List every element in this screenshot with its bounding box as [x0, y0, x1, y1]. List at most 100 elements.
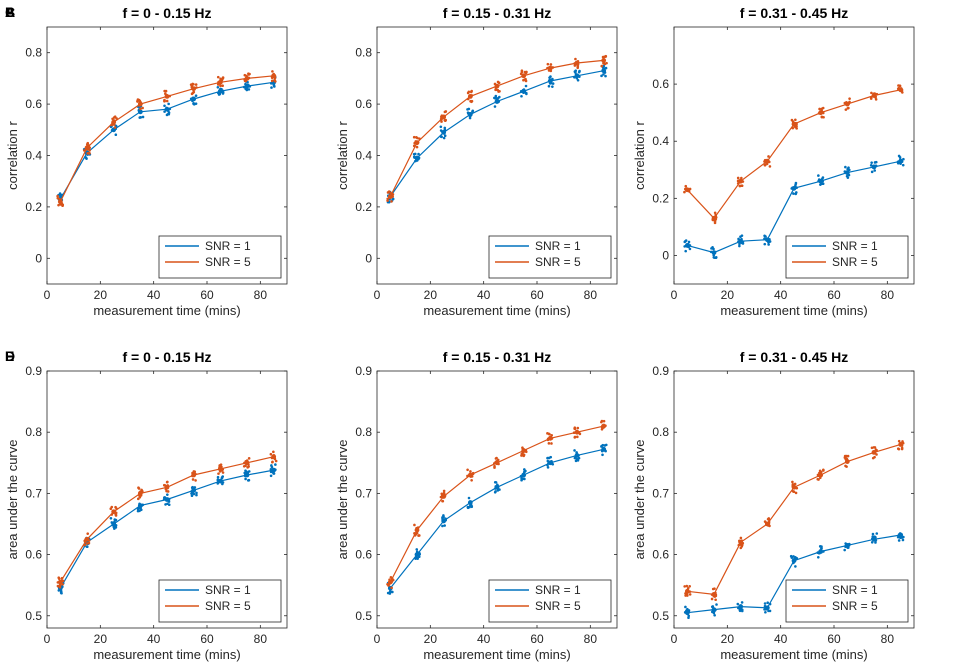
scatter-point — [247, 465, 250, 468]
data-point — [574, 429, 580, 435]
scatter-point — [845, 465, 848, 468]
scatter-point — [468, 505, 471, 509]
scatter-point — [113, 126, 117, 129]
scatter-point — [715, 603, 718, 606]
scatter-point — [817, 478, 820, 481]
series-line — [389, 448, 604, 589]
legend-label: SNR = 1 — [832, 239, 878, 253]
scatter-point — [247, 88, 251, 91]
x-tick-label: 20 — [721, 632, 735, 646]
scatter-point — [794, 491, 798, 495]
data-point — [764, 521, 770, 527]
scatter-point — [869, 97, 873, 100]
scatter-point — [194, 479, 197, 482]
scatter-point — [900, 446, 904, 450]
scatter-point — [574, 459, 578, 463]
scatter-point — [217, 472, 220, 475]
scatter-point — [739, 608, 742, 612]
data-point — [791, 185, 797, 191]
scatter-point — [763, 602, 767, 605]
data-point — [574, 453, 580, 458]
data-point — [164, 497, 170, 502]
x-tick-label: 0 — [44, 632, 51, 646]
scatter-point — [847, 168, 851, 172]
scatter-point — [573, 427, 577, 431]
x-tick-label: 0 — [671, 288, 678, 302]
data-point — [244, 460, 250, 466]
data-point — [844, 542, 850, 548]
x-tick-label: 0 — [374, 632, 381, 646]
scatter-point — [56, 584, 60, 588]
series-line — [686, 89, 901, 220]
scatter-point — [822, 469, 825, 472]
y-axis-label: correlation r — [632, 121, 647, 190]
x-tick-label: 40 — [147, 288, 161, 302]
series-snr-5 — [386, 419, 607, 590]
scatter-point — [602, 73, 605, 76]
scatter-point — [114, 526, 118, 529]
legend-label: SNR = 1 — [832, 583, 878, 597]
data-point — [601, 68, 607, 74]
legend-label: SNR = 1 — [535, 583, 581, 597]
scatter-point — [192, 102, 196, 106]
scatter-point — [493, 464, 496, 468]
scatter-point — [221, 76, 225, 79]
scatter-point — [192, 90, 196, 94]
scatter-point — [688, 593, 692, 596]
scatter-point — [247, 457, 251, 460]
scatter-point — [164, 503, 167, 506]
scatter-point — [710, 605, 714, 609]
scatter-point — [898, 84, 902, 87]
legend-label: SNR = 5 — [205, 255, 251, 269]
scatter-point — [190, 494, 194, 497]
data-point — [244, 76, 250, 81]
x-tick-label: 20 — [424, 288, 438, 302]
y-tick-label: 0.6 — [25, 97, 42, 111]
y-axis-label: area under the curve — [632, 440, 647, 560]
data-point — [684, 187, 690, 193]
scatter-point — [603, 444, 607, 447]
scatter-point — [763, 234, 766, 238]
x-tick-label: 60 — [200, 288, 214, 302]
scatter-point — [688, 584, 691, 588]
data-point — [738, 238, 744, 244]
x-tick-label: 80 — [584, 632, 598, 646]
scatter-point — [820, 115, 824, 119]
x-tick-label: 40 — [147, 632, 161, 646]
scatter-point — [221, 482, 224, 486]
scatter-point — [468, 116, 472, 120]
scatter-point — [270, 79, 274, 83]
scatter-point — [870, 170, 874, 174]
scatter-point — [136, 497, 140, 501]
scatter-point — [272, 472, 276, 475]
scatter-point — [141, 115, 145, 119]
scatter-point — [714, 598, 717, 602]
scatter-point — [576, 66, 580, 70]
data-point — [164, 484, 170, 490]
data-point — [791, 484, 797, 490]
scatter-point — [794, 555, 797, 559]
scatter-point — [574, 57, 577, 61]
scatter-point — [167, 102, 170, 106]
data-point — [711, 591, 717, 597]
y-tick-label: 0.2 — [25, 200, 42, 214]
scatter-point — [684, 184, 688, 188]
y-axis-label: area under the curve — [335, 440, 350, 560]
x-tick-label: 0 — [374, 288, 381, 302]
scatter-point — [221, 475, 225, 478]
data-point — [547, 78, 553, 84]
scatter-point — [603, 62, 607, 66]
scatter-point — [848, 97, 851, 100]
legend-box — [158, 579, 282, 623]
data-point — [244, 83, 250, 89]
scatter-point — [413, 152, 417, 156]
y-tick-label: 0.6 — [652, 548, 669, 562]
y-tick-label: 0.4 — [355, 149, 372, 163]
y-tick-label: 0 — [662, 248, 669, 262]
scatter-point — [547, 432, 551, 436]
scatter-point — [274, 463, 277, 466]
scatter-point — [600, 64, 604, 68]
scatter-point — [898, 156, 902, 159]
data-point — [137, 101, 143, 107]
